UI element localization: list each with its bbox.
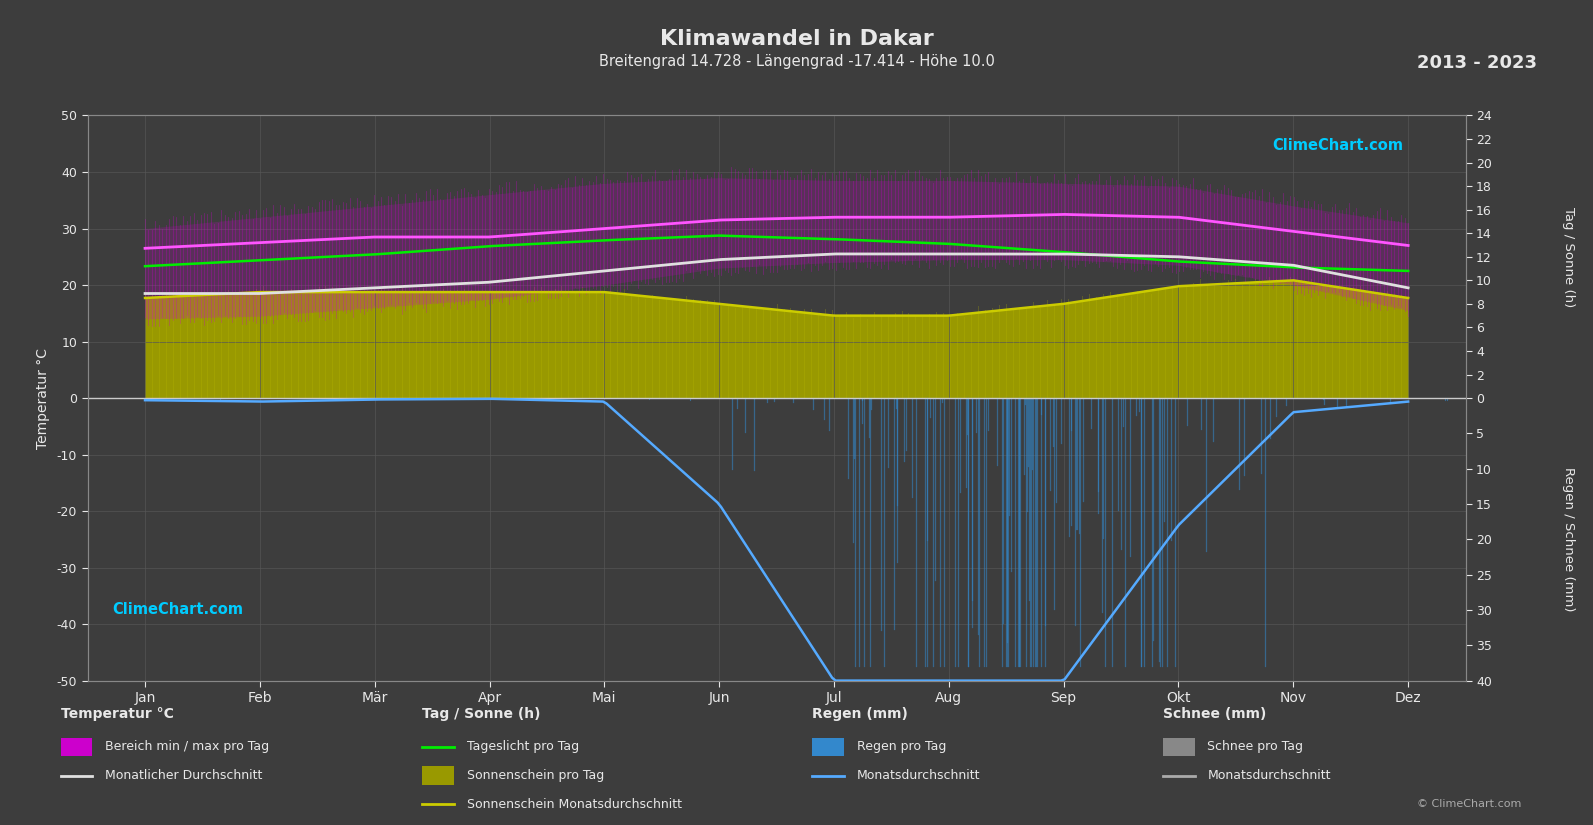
- Text: Monatsdurchschnitt: Monatsdurchschnitt: [857, 769, 981, 782]
- Text: Breitengrad 14.728 - Längengrad -17.414 - Höhe 10.0: Breitengrad 14.728 - Längengrad -17.414 …: [599, 54, 994, 68]
- Text: Monatlicher Durchschnitt: Monatlicher Durchschnitt: [105, 769, 263, 782]
- Text: Monatsdurchschnitt: Monatsdurchschnitt: [1207, 769, 1332, 782]
- Text: ClimeChart.com: ClimeChart.com: [113, 601, 244, 616]
- Text: Schnee (mm): Schnee (mm): [1163, 707, 1266, 720]
- Text: Sonnenschein pro Tag: Sonnenschein pro Tag: [467, 769, 604, 782]
- Text: Tag / Sonne (h): Tag / Sonne (h): [1563, 206, 1575, 307]
- Text: 2013 - 2023: 2013 - 2023: [1418, 54, 1537, 72]
- Text: Sonnenschein Monatsdurchschnitt: Sonnenschein Monatsdurchschnitt: [467, 798, 682, 811]
- Text: Tageslicht pro Tag: Tageslicht pro Tag: [467, 740, 578, 753]
- Text: Regen pro Tag: Regen pro Tag: [857, 740, 946, 753]
- Text: Tag / Sonne (h): Tag / Sonne (h): [422, 707, 540, 720]
- Text: © ClimeChart.com: © ClimeChart.com: [1416, 799, 1521, 808]
- Text: Regen (mm): Regen (mm): [812, 707, 908, 720]
- Text: ClimeChart.com: ClimeChart.com: [1273, 138, 1403, 153]
- Text: Schnee pro Tag: Schnee pro Tag: [1207, 740, 1303, 753]
- Text: Klimawandel in Dakar: Klimawandel in Dakar: [660, 29, 933, 49]
- Y-axis label: Temperatur °C: Temperatur °C: [35, 347, 49, 449]
- Text: Temperatur °C: Temperatur °C: [61, 707, 174, 720]
- Text: Regen / Schnee (mm): Regen / Schnee (mm): [1563, 467, 1575, 611]
- Text: Bereich min / max pro Tag: Bereich min / max pro Tag: [105, 740, 269, 753]
